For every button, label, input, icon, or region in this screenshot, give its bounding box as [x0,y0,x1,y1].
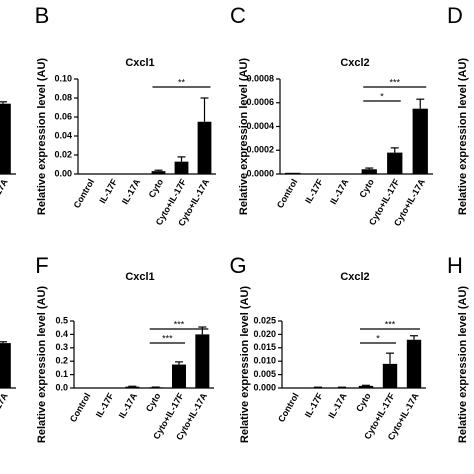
bar [0,343,11,388]
x-tick-label: IL-17A [120,177,143,206]
y-tick-label: 0.0000 [246,168,274,178]
bar [125,386,140,388]
bar [358,385,374,388]
bar [0,103,11,174]
bar [197,121,212,174]
x-tick-label: IL-17A [326,391,349,420]
y-tick-label: 0.0002 [246,145,274,155]
bar [406,339,422,388]
significance-label: *** [389,77,400,87]
x-tick-label: IL-17A [328,177,351,206]
bar [361,169,377,174]
y-axis-label: Relative expression level (AU) [457,58,469,215]
x-tick-label: IL-17F [94,391,116,419]
significance-label: ** [178,77,186,87]
y-tick-label: 0.005 [253,369,276,379]
y-tick-label: 0.08 [54,92,72,102]
y-tick-label: 0.1 [55,369,68,379]
y-axis-label: Relative expression level (AU) [238,58,250,215]
bar [151,171,166,174]
x-tick-label: IL-17F [303,177,325,205]
chart-title: Cxcl1 [125,271,154,283]
y-tick-label: 0.04 [54,130,72,140]
chart-title: Cxcl2 [340,57,369,69]
x-tick-label: Cyto [144,391,163,414]
x-tick-label: Cyto [147,177,166,200]
bar [172,364,186,388]
x-tick-label: Cyto [357,177,376,200]
x-tick-label: Cyto+IL-17A [0,391,10,442]
bar [148,387,163,388]
x-tick-label: Cyto+IL-17A [0,177,10,228]
y-tick-label: 0.10 [54,73,72,83]
x-tick-label: IL-17F [97,177,119,205]
y-tick-label: 0.06 [54,111,72,121]
y-tick-label: 0.5 [55,315,68,325]
y-tick-label: 0.015 [253,342,276,352]
y-axis-label: Relative expression level (AU) [457,286,469,443]
panel-letter: F [35,253,48,278]
y-tick-label: 0.3 [55,342,68,352]
x-tick-label: IL-17A [117,391,140,420]
y-tick-label: 0.0 [55,382,68,392]
y-axis-label: Relative expression level (AU) [36,58,48,215]
significance-label: *** [174,319,185,329]
panel-letter: D [447,3,463,28]
bar [412,108,428,174]
x-tick-label: Control [275,177,300,210]
y-tick-label: 0.4 [55,329,68,339]
x-tick-label: Control [276,391,301,424]
panel-letter: C [230,3,246,28]
y-tick-label: 0.000 [253,382,276,392]
y-tick-label: 0.00 [54,168,72,178]
y-tick-label: 0.010 [253,356,276,366]
bar [195,334,210,388]
x-tick-label: Cyto [354,391,373,414]
y-axis-label: Relative expression level (AU) [36,286,48,443]
significance-label: * [380,91,384,101]
y-tick-label: 0.2 [55,356,68,366]
panel-letter: H [447,253,463,278]
bar [285,172,301,174]
y-tick-label: 0.025 [253,315,276,325]
chart-title: Cxcl1 [125,57,154,69]
y-axis-label: Relative expression level (AU) [239,286,251,443]
chart-title: Cxcl2 [340,271,369,283]
y-tick-label: 0.02 [54,149,72,159]
y-tick-label: 0.0006 [246,97,274,107]
y-tick-label: 0.0004 [246,121,274,131]
x-tick-label: IL-17F [303,391,325,419]
bar [387,152,403,174]
y-tick-label: 0.0008 [246,73,274,83]
significance-label: *** [385,319,396,329]
bar [382,363,398,388]
significance-label: *** [162,333,173,343]
significance-label: * [376,333,380,343]
panel-letter: B [35,3,50,28]
bar [174,161,189,174]
y-tick-label: 0.020 [253,329,276,339]
x-tick-label: Control [72,177,97,210]
panel-letter: G [229,253,246,278]
x-tick-label: Control [68,391,93,424]
